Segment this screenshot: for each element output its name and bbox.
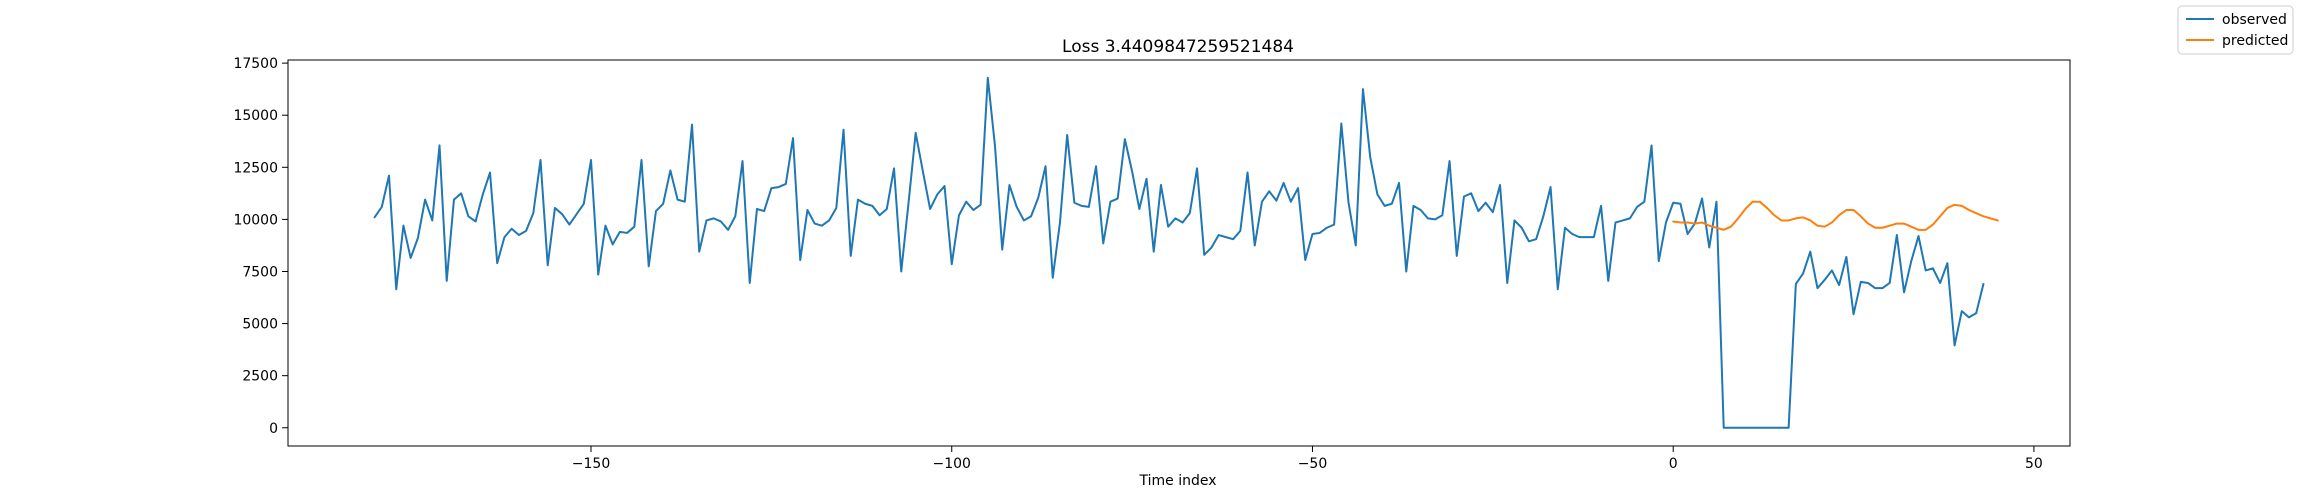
y-axis: 0 2500 5000 7500 10000 12500 15000 17500: [233, 56, 288, 437]
x-axis-label: Time index: [1138, 473, 1216, 489]
plot-frame: [287, 59, 2071, 447]
series-layer: [373, 76, 1999, 429]
legend-label-predicted: predicted: [2222, 33, 2288, 49]
y-tick-label: 12500: [233, 160, 278, 176]
x-tick-label: 0: [1669, 456, 1678, 472]
series-line-predicted: [1672, 200, 1999, 231]
y-tick-label: 15000: [233, 108, 278, 124]
chart-title: Loss 3.4409847259521484: [1062, 37, 1294, 57]
legend-label-observed: observed: [2222, 12, 2287, 28]
y-tick-label: 17500: [233, 56, 278, 72]
x-axis: −150 −100 −50 0 50: [572, 446, 2043, 472]
series-line-observed: [373, 76, 1985, 429]
y-tick-label: 5000: [242, 317, 278, 333]
y-tick-label: 7500: [242, 264, 278, 280]
x-tick-label: −50: [1298, 456, 1328, 472]
y-tick-label: 2500: [242, 369, 278, 385]
x-tick-label: −150: [572, 456, 610, 472]
legend: observed predicted: [2177, 5, 2294, 55]
x-tick-label: 50: [2025, 456, 2043, 472]
x-tick-label: −100: [933, 456, 971, 472]
y-tick-label: 0: [269, 421, 278, 437]
y-tick-label: 10000: [233, 212, 278, 228]
